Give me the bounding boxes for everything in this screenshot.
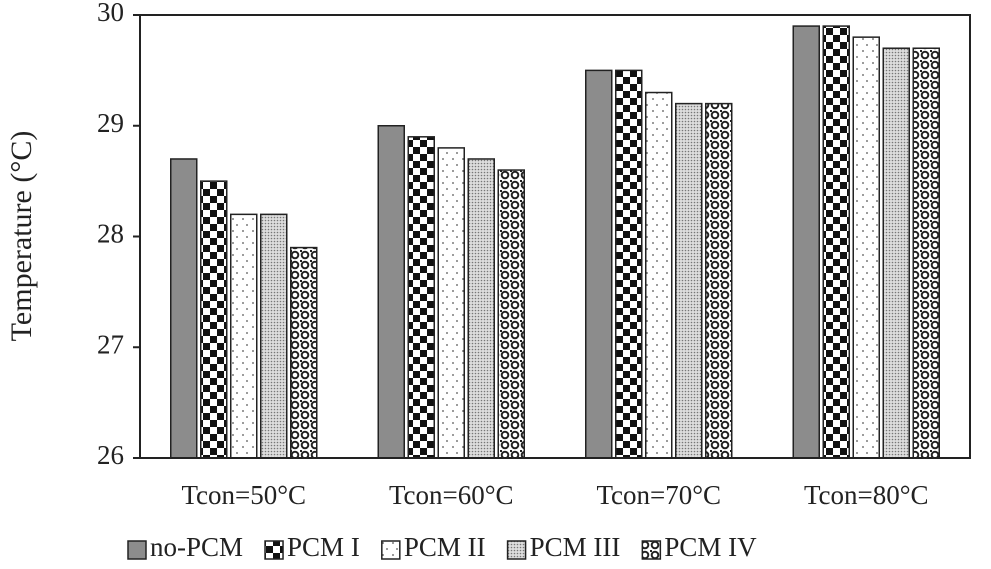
bar [822, 25, 850, 459]
legend-swatch [381, 540, 401, 560]
legend-label: PCM II [404, 532, 486, 562]
y-tick-label: 30 [97, 0, 124, 27]
x-tick-label: Tcon=60°C [389, 480, 514, 510]
bar [170, 158, 198, 459]
bar [260, 213, 288, 459]
bar [882, 47, 910, 459]
bar [377, 125, 405, 459]
legend-label: PCM I [287, 532, 360, 562]
y-tick-label: 26 [97, 440, 124, 470]
bar [230, 213, 258, 459]
bar [290, 246, 318, 459]
legend-swatch [127, 540, 147, 560]
legend-label: no-PCM [150, 532, 243, 562]
bar [467, 158, 495, 459]
x-tick-label: Tcon=80°C [804, 480, 929, 510]
bar [705, 102, 733, 459]
plot-frame [139, 14, 971, 459]
bar [200, 180, 228, 459]
y-tick-label: 29 [97, 108, 124, 138]
bar [615, 69, 643, 459]
bar [675, 102, 703, 459]
y-tick-label: 28 [97, 219, 124, 249]
legend-label: PCM III [530, 532, 621, 562]
bar [912, 47, 940, 459]
y-tick-label: 27 [97, 329, 124, 359]
bar [645, 91, 673, 459]
bar [585, 69, 613, 459]
bar [407, 136, 435, 459]
legend-swatch [264, 540, 284, 560]
legend-label: PCM IV [664, 532, 757, 562]
legend-swatch [641, 540, 662, 560]
bar [497, 169, 525, 459]
legend-swatch [506, 540, 527, 560]
y-axis-title: Temperature (°C) [5, 131, 38, 342]
bar [437, 147, 465, 459]
bar [852, 36, 880, 459]
x-tick-label: Tcon=50°C [181, 480, 306, 510]
bar [792, 25, 820, 459]
x-tick-label: Tcon=70°C [596, 480, 721, 510]
